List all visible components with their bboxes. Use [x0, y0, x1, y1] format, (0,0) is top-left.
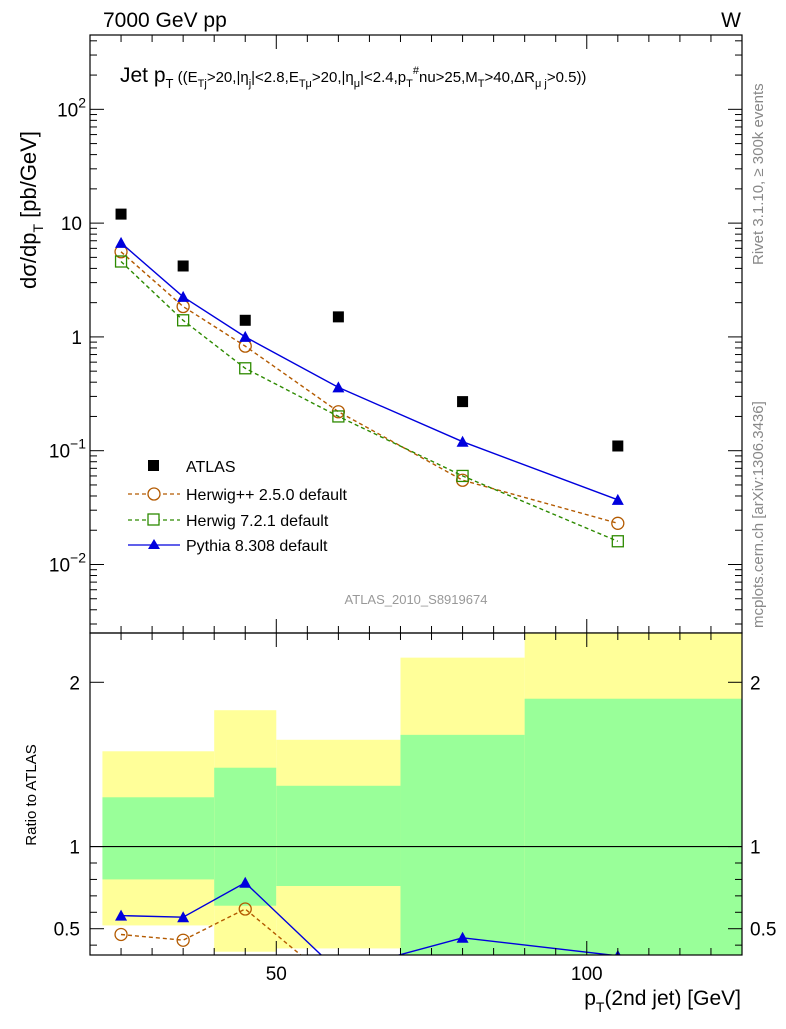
rivet-label: Rivet 3.1.10, ≥ 300k events — [750, 83, 767, 265]
ratio-point-herwigpp — [332, 980, 344, 992]
ratio-bands — [90, 633, 742, 955]
ratio-tick-label-right: 0.5 — [750, 920, 776, 941]
ratio-line-herwigpp — [120, 908, 302, 955]
ratio-lines — [90, 845, 742, 992]
ratio-line-pythia — [120, 881, 617, 955]
ratio-point-pythia — [456, 931, 469, 943]
point-pythia — [332, 381, 345, 393]
ratio-band-green — [90, 797, 215, 880]
mcplots-label: mcplots.cern.ch [arXiv:1306.3436] — [750, 401, 767, 628]
point-pythia — [239, 330, 252, 342]
legend-label-atlas: ATLAS — [186, 459, 236, 476]
y-tick-label: 10 — [61, 214, 82, 235]
point-herwig7 — [332, 410, 345, 423]
ratio-point-herwigpp — [114, 927, 128, 942]
ratio-axis-ticks: 0.5 0.5 1 1 2 2 50 100 — [54, 633, 776, 985]
point-herwigpp — [176, 299, 190, 314]
y-tick-label: 102 — [57, 94, 86, 121]
point-herwig7 — [239, 362, 252, 375]
legend-label-pythia: Pythia 8.308 default — [186, 538, 328, 555]
ratio-band-blank — [90, 634, 103, 954]
legend-label-herwigpp: Herwig++ 2.5.0 default — [186, 487, 348, 504]
point-pythia — [456, 435, 469, 447]
legend-marker-herwigpp — [147, 487, 161, 501]
point-atlas — [457, 396, 469, 408]
ratio-point-pythia — [332, 965, 344, 976]
ratio-tick-label-right: 2 — [750, 673, 761, 694]
y-axis-label: dσ/dpT [pb/GeV] — [16, 131, 46, 289]
ratio-tick-label-right: 1 — [750, 838, 761, 859]
series-line-2 — [120, 260, 619, 542]
header-right: W — [721, 9, 741, 32]
main-series — [114, 208, 625, 548]
ratio-point-pythia — [115, 909, 128, 921]
ratio-point-herwigpp — [176, 933, 190, 947]
point-herwig7 — [456, 469, 469, 483]
ratio-tick-label-left: 1 — [69, 838, 80, 859]
ratio-point-pythia — [239, 876, 252, 888]
x-tick-label: 50 — [266, 964, 287, 985]
ratio-plot-area — [89, 632, 743, 956]
legend-marker-herwig7 — [147, 513, 160, 526]
ratio-band-green — [400, 734, 525, 955]
point-atlas — [239, 314, 251, 326]
x-tick-label: 100 — [571, 964, 603, 985]
point-herwig7 — [176, 314, 190, 327]
ratio-point-herwigpp — [612, 970, 624, 982]
ratio-point-herwigpp — [238, 902, 252, 916]
point-atlas — [177, 260, 189, 272]
legend-label-herwig7: Herwig 7.2.1 default — [186, 513, 329, 530]
point-herwig7 — [611, 535, 624, 548]
y-tick-label: 10−1 — [49, 436, 86, 463]
point-herwigpp — [611, 516, 625, 530]
ratio-band-green — [276, 785, 401, 886]
point-herwig7 — [114, 255, 128, 268]
series-line-1 — [120, 251, 618, 524]
legend-marker-pythia — [148, 539, 160, 549]
legend: ATLAS Herwig++ 2.5.0 default Herwig 7.2.… — [128, 459, 348, 555]
ratio-point-herwigpp — [457, 972, 469, 984]
ratio-tick-label-left: 0.5 — [54, 920, 80, 941]
point-pythia — [115, 236, 128, 248]
chart-title: Jet pT ((ETj>20,|ηj|<2.8,ETμ>20,|ημ|<2.4… — [120, 64, 586, 91]
point-atlas — [115, 208, 127, 220]
y-tick-label: 10−2 — [49, 549, 86, 576]
point-pythia — [611, 493, 624, 505]
analysis-watermark: ATLAS_2010_S8919674 — [345, 592, 488, 607]
point-pythia — [177, 290, 190, 302]
legend-marker-atlas — [148, 460, 159, 471]
point-atlas — [332, 311, 344, 323]
point-herwigpp — [238, 339, 252, 353]
point-atlas — [612, 440, 624, 452]
x-axis-label: pT(2nd jet) [GeV] — [584, 987, 741, 1015]
ratio-point-pythia — [177, 911, 190, 923]
series-line-3 — [120, 242, 619, 501]
ratio-band-green — [524, 698, 742, 955]
ratio-y-axis-label: Ratio to ATLAS — [23, 744, 40, 845]
y-tick-label: 1 — [71, 328, 82, 349]
ratio-tick-label-left: 2 — [69, 673, 80, 694]
ratio-series — [114, 876, 624, 992]
header-left: 7000 GeV pp — [103, 9, 227, 32]
